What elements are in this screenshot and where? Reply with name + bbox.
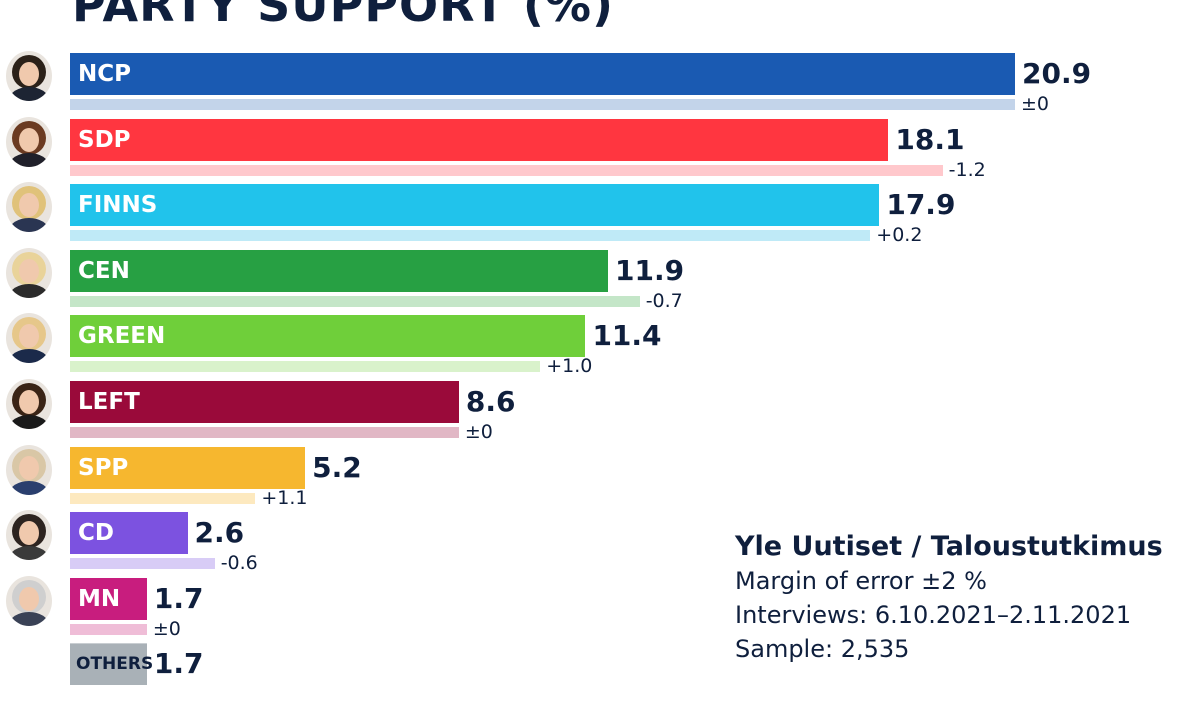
leader-portrait — [6, 575, 52, 626]
value-label: 8.6 — [465, 385, 516, 418]
bar-row: GREEN 11.4 +1.0 — [0, 313, 1200, 378]
value-label: 11.9 — [615, 253, 685, 287]
previous-value-bar — [70, 295, 640, 307]
value-label: 17.9 — [886, 188, 956, 222]
bar-cd: CD — [70, 512, 188, 555]
previous-value-bar — [70, 623, 147, 635]
leader-portrait — [6, 510, 52, 561]
previous-value-bar — [70, 99, 1015, 110]
bar-chart: NCP 20.9 ±0 SDP 18.1 -1.2 FINNS 17.9 +0.2 CEN 11.9… — [0, 51, 1200, 686]
source-title: Yle Uutiset / Taloustutkimus — [735, 531, 1163, 562]
change-label: -1.2 — [948, 158, 986, 181]
bar-green: GREEN — [70, 315, 586, 358]
previous-value-bar — [70, 230, 871, 242]
bar-cen: CEN — [70, 249, 609, 292]
bar-row: CD 2.6 -0.6 — [0, 510, 1200, 575]
bar-row: CEN 11.9 -0.7 — [0, 247, 1200, 312]
previous-value-bar — [70, 492, 256, 504]
change-label: ±0 — [152, 617, 181, 640]
bar-label: NCP — [78, 61, 131, 87]
bar-finns: FINNS — [70, 184, 880, 227]
sample-size: Sample: 2,535 — [735, 635, 910, 663]
bar-label: MN — [78, 585, 121, 612]
leader-portrait — [6, 182, 52, 233]
previous-value-bar — [70, 164, 943, 176]
value-label: 11.4 — [592, 319, 662, 353]
chart-title: PARTY SUPPORT (%) — [72, 0, 615, 32]
bar-spp: SPP — [70, 446, 306, 489]
source-box: Yle Uutiset / Taloustutkimus Margin of e… — [735, 530, 1195, 666]
change-label: +1.1 — [261, 486, 308, 509]
leader-portrait — [6, 313, 52, 364]
interview-dates: Interviews: 6.10.2021–2.11.2021 — [735, 601, 1132, 629]
bar-label: CD — [78, 520, 114, 547]
bar-label: GREEN — [78, 323, 166, 350]
bar-ncp: NCP — [70, 53, 1015, 95]
change-label: -0.6 — [220, 552, 258, 575]
bar-row: SDP 18.1 -1.2 — [0, 116, 1200, 181]
margin-of-error: Margin of error ±2 % — [735, 567, 987, 595]
bar-row: FINNS 17.9 +0.2 — [0, 182, 1200, 247]
bar-label: SPP — [78, 454, 129, 481]
value-label: 2.6 — [194, 516, 245, 550]
change-label: ±0 — [1021, 93, 1050, 115]
previous-value-bar — [70, 427, 459, 438]
change-label: +0.2 — [876, 224, 923, 247]
previous-value-bar — [70, 361, 541, 373]
bar-label: CEN — [78, 257, 130, 284]
value-label: 18.1 — [895, 122, 965, 156]
leader-portrait — [6, 116, 52, 167]
value-label: 1.7 — [153, 581, 204, 615]
bar-mn: MN — [70, 577, 147, 620]
change-label: ±0 — [464, 421, 493, 443]
previous-value-bar — [70, 558, 215, 570]
bar-others: OTHERS — [70, 643, 153, 686]
value-label: 5.2 — [312, 450, 362, 484]
bar-row: LEFT 8.6 ±0 — [0, 379, 1200, 443]
bar-label: OTHERS — [76, 654, 154, 675]
bar-row: MN 1.7 ±0 — [0, 575, 1200, 640]
bar-row: SPP 5.2 +1.1 — [0, 444, 1200, 509]
bar-label: FINNS — [78, 192, 158, 219]
change-label: +1.0 — [546, 355, 593, 378]
value-label: 20.9 — [1022, 57, 1092, 90]
bar-row: NCP 20.9 ±0 — [0, 51, 1200, 115]
leader-portrait — [6, 51, 52, 101]
leader-portrait — [6, 379, 52, 429]
leader-portrait — [6, 247, 52, 298]
change-label: -0.7 — [645, 289, 683, 312]
bar-label: SDP — [78, 126, 131, 153]
bar-left: LEFT — [70, 381, 459, 423]
bar-label: LEFT — [78, 389, 140, 415]
value-label: 1.7 — [153, 647, 204, 681]
leader-portrait — [6, 444, 52, 495]
bar-sdp: SDP — [70, 118, 889, 161]
